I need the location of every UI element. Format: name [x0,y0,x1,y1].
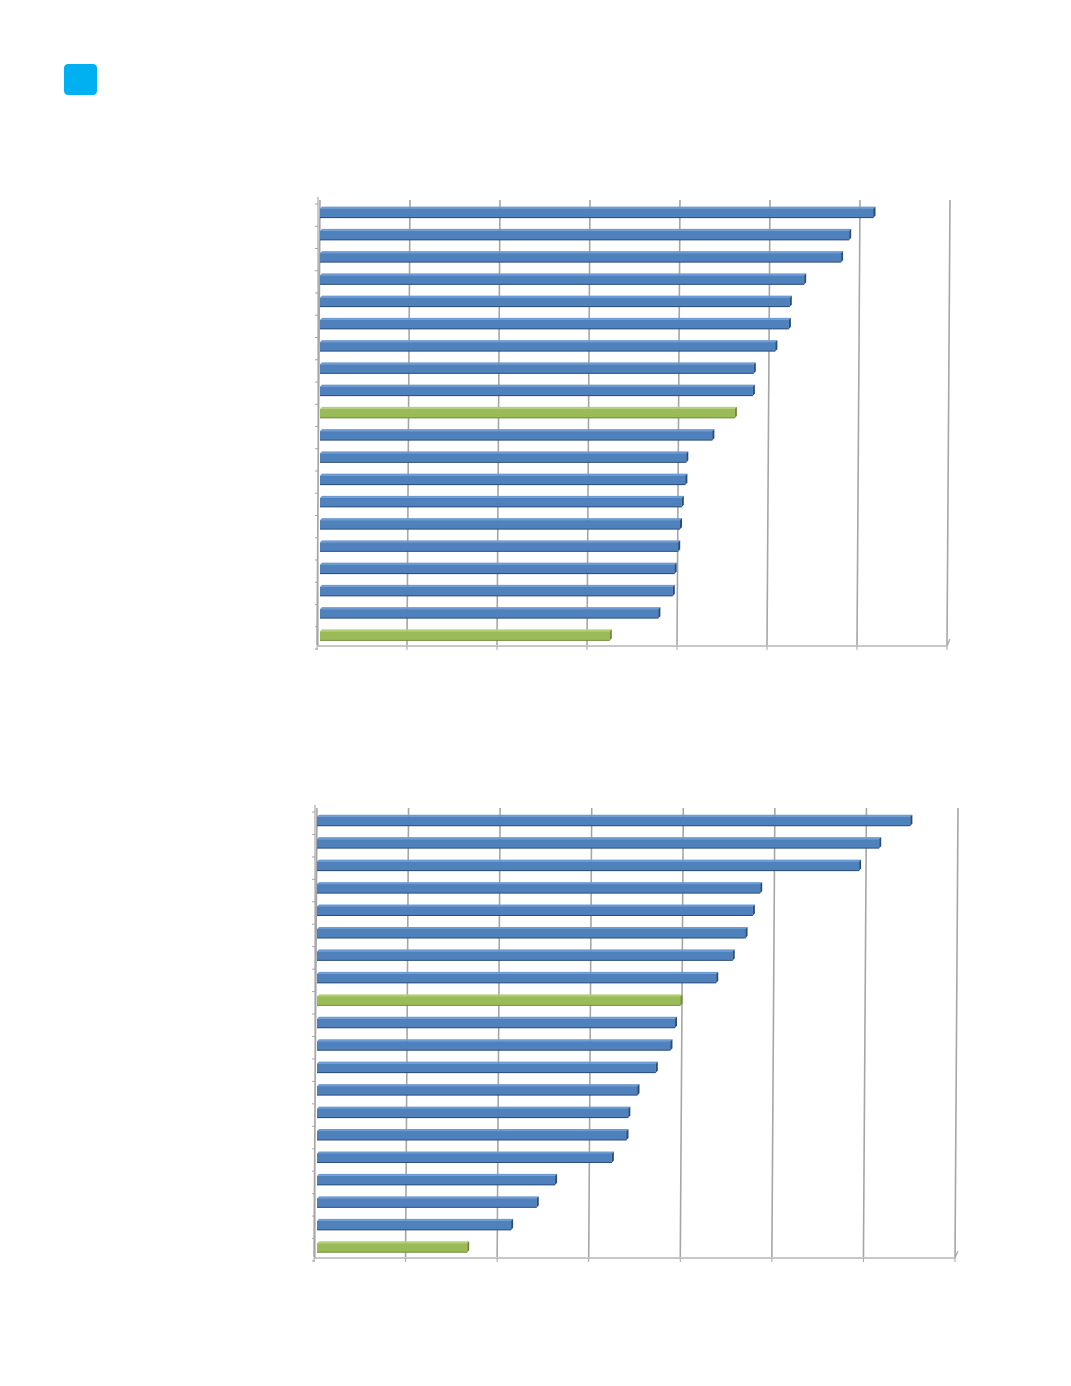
bar [320,340,778,352]
gridline [954,807,959,1258]
bar [320,206,876,219]
bar [317,1039,673,1051]
bar [320,607,661,619]
bar [317,882,763,894]
gridline [771,807,776,1258]
highlighted-bar [320,629,612,641]
bar [317,837,882,849]
gridline [862,807,868,1258]
x-axis-corner [946,638,951,647]
x-axis-corner [954,1250,959,1259]
bar [320,384,755,397]
bar [317,1084,640,1096]
gridline [946,199,951,646]
gridline [587,807,593,1258]
bar [320,540,681,552]
bar [317,1196,539,1208]
highlighted-bar [317,1241,470,1253]
bar [320,251,844,263]
bar [317,1061,658,1074]
bar [320,429,715,441]
bar [320,495,684,508]
bar [320,562,677,575]
highlighted-bar [317,994,683,1006]
bar [320,451,689,463]
bar [320,362,756,374]
bar [320,273,807,285]
bar [317,1106,631,1119]
bar [317,859,862,872]
gridline [496,807,501,1258]
bar [317,1129,629,1141]
page-marker-square [64,64,97,95]
bar [320,473,688,486]
bar [320,584,675,597]
bar [317,1016,678,1029]
bar [317,926,748,939]
bar [317,1218,514,1231]
bar [317,814,913,827]
bar [317,904,755,917]
bar [317,949,735,961]
gridline [404,807,410,1258]
bar [317,1151,614,1163]
gridline [856,199,861,646]
bar [317,1173,558,1186]
gridline [679,807,685,1258]
bar [320,295,792,308]
highlighted-bar [320,406,737,419]
bar [320,518,682,530]
bar [320,317,791,330]
bar [317,971,719,984]
bar [320,228,852,241]
